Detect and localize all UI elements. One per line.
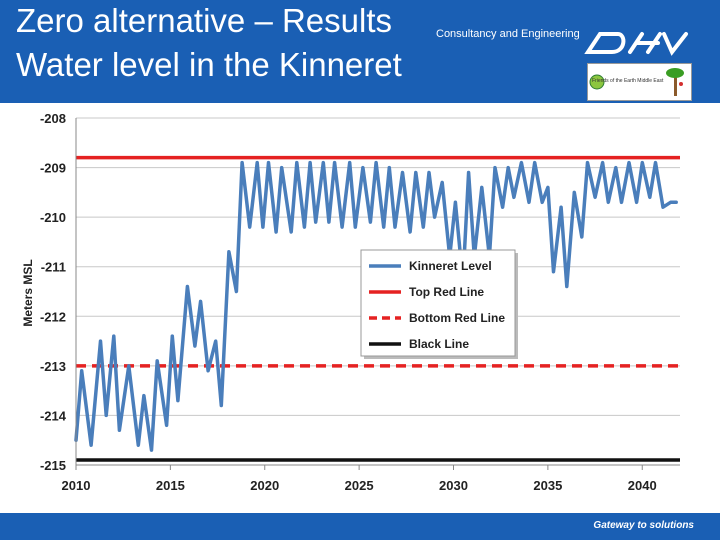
slide-header: Zero alternative – Results Water level i…: [0, 0, 720, 103]
legend-label: Black Line: [409, 337, 469, 351]
y-tick-label: -215: [40, 458, 66, 473]
chart-legend: Kinneret Level Top Red Line Bottom Red Lin…: [360, 249, 518, 359]
y-axis-label: Meters MSL: [21, 259, 35, 326]
slide-title-line-1: Zero alternative – Results: [16, 2, 393, 39]
x-tick-label: 2025: [345, 478, 374, 493]
x-tick-label: 2015: [156, 478, 185, 493]
x-tick-label: 2030: [439, 478, 468, 493]
x-tick-label: 2035: [533, 478, 562, 493]
series-lines: [74, 160, 678, 452]
company-tagline: Consultancy and Engineering: [436, 28, 580, 40]
x-tick-label: 2010: [62, 478, 91, 493]
reference-lines: [76, 155, 680, 462]
foe-logo-text: Friends of the Earth Middle East: [592, 78, 664, 84]
water-level-chart: -208 -209 -210 -211 -212 -213 -214 -215 2010 2015…: [21, 111, 680, 493]
dhv-logo: [584, 32, 688, 56]
legend-label: Bottom Red Line: [409, 311, 505, 325]
y-tick-label: -211: [41, 260, 66, 275]
legend-label: Kinneret Level: [409, 259, 492, 273]
y-tick-label: -208: [40, 111, 66, 126]
chart-area: -208 -209 -210 -211 -212 -213 -214 -215 2010 2015…: [0, 103, 720, 513]
y-tick-label: -213: [40, 359, 66, 374]
x-tick-label: 2040: [628, 478, 657, 493]
slide-footer: Gateway to solutions: [0, 513, 720, 540]
y-tick-label: -214: [40, 408, 67, 423]
series-kinneret-level: [74, 160, 678, 452]
friends-of-earth-logo: Friends of the Earth Middle East: [587, 63, 692, 101]
x-tick-label: 2020: [250, 478, 279, 493]
chart-axes: -208 -209 -210 -211 -212 -213 -214 -215 2010 2015…: [40, 111, 680, 493]
footer-tagline: Gateway to solutions: [593, 520, 694, 531]
y-tick-label: -209: [40, 161, 66, 176]
y-tick-label: -212: [40, 309, 66, 324]
slide-title-line-2: Water level in the Kinneret: [16, 46, 402, 83]
y-tick-label: -210: [40, 210, 66, 225]
legend-label: Top Red Line: [409, 285, 484, 299]
foe-globe-icon: [589, 68, 684, 96]
